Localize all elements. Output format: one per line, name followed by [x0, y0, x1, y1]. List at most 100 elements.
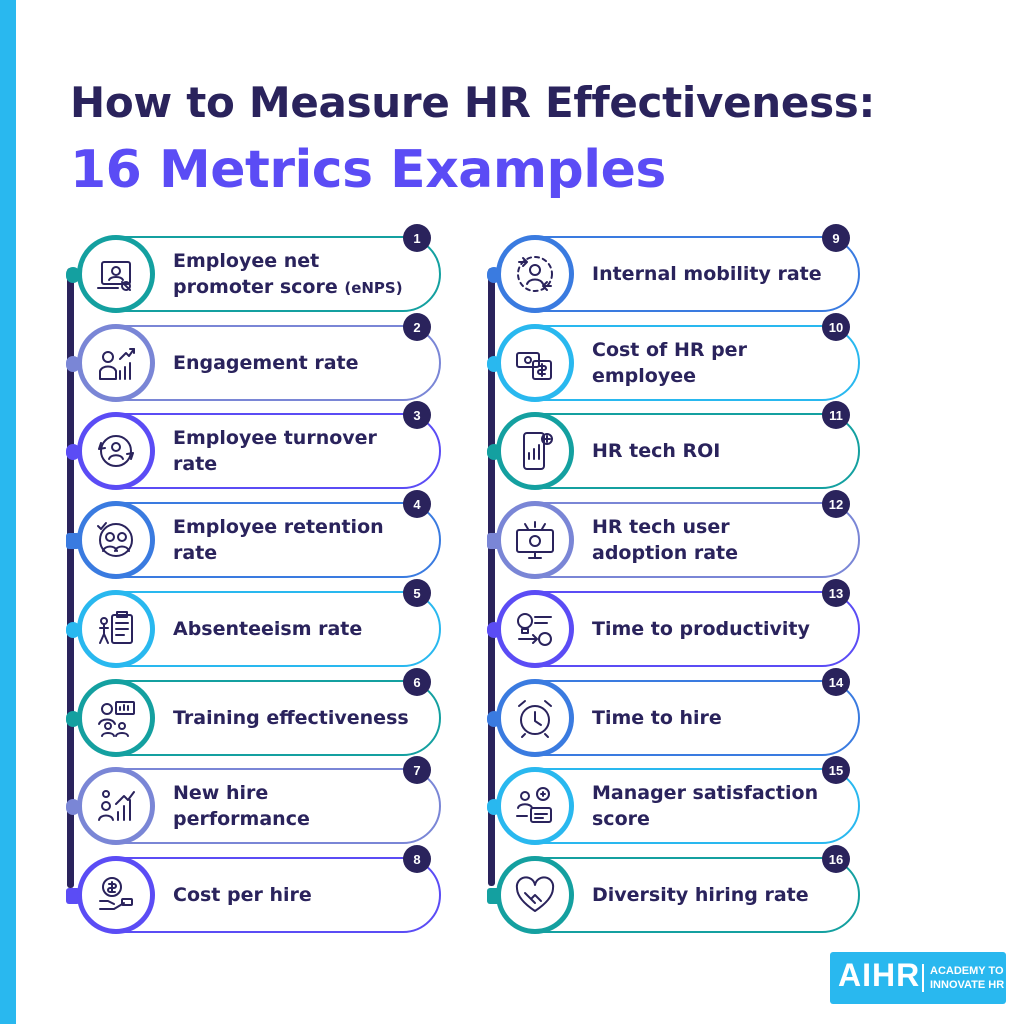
timeline-knob: [66, 444, 80, 460]
metric-number-badge: 2: [403, 313, 431, 341]
metric-card: Diversity hiring rate 16: [496, 845, 860, 934]
metric-card: Employee retention rate 4: [77, 490, 441, 579]
metric-label: Internal mobility rate: [592, 238, 828, 310]
metric-card: Training effectiveness 6: [77, 668, 441, 757]
metric-icon-circle: [77, 412, 155, 490]
metric-icon-circle: [496, 235, 574, 313]
metric-card: Cost of HR per employee 10: [496, 313, 860, 402]
metric-label-text: Time to productivity: [592, 618, 810, 640]
metric-card: Manager satisfaction score 15: [496, 756, 860, 845]
hr-cost-money-icon: [516, 352, 552, 380]
metric-icon-circle: [77, 856, 155, 934]
logo-tagline: ACADEMY TO INNOVATE HR: [930, 965, 1005, 991]
metric-icon-circle: [77, 235, 155, 313]
metric-card: Engagement rate 2: [77, 313, 441, 402]
metric-label-text: Training effectiveness: [173, 707, 409, 729]
metric-icon-circle: [496, 590, 574, 668]
metric-label: Absenteeism rate: [173, 593, 409, 665]
metric-icon-circle: [496, 856, 574, 934]
metric-label-text: Internal mobility rate: [592, 263, 822, 285]
turnover-cycle-icon: [98, 435, 134, 467]
metric-number-badge: 5: [403, 579, 431, 607]
mobility-arrows-icon: [517, 256, 553, 292]
metric-card: Internal mobility rate 9: [496, 224, 860, 313]
metric-icon-circle: [77, 501, 155, 579]
retention-team-icon: [97, 522, 133, 557]
logo-mark: AIHR: [838, 957, 921, 993]
metric-card: Cost per hire 8: [77, 845, 441, 934]
manager-feedback-icon: [516, 787, 552, 823]
metric-label: Manager satisfaction score: [592, 770, 828, 842]
metric-label-text: New hire performance: [173, 782, 310, 830]
metric-number-badge: 11: [822, 401, 850, 429]
metric-icon-circle: [77, 679, 155, 757]
timeline-knob: [66, 799, 80, 815]
metric-icon-circle: [496, 767, 574, 845]
metric-number-badge: 9: [822, 224, 850, 252]
metric-label-text: Manager satisfaction score: [592, 782, 819, 830]
metric-label-text: Time to hire: [592, 707, 722, 729]
metric-label: Employee net promoter score (eNPS): [173, 238, 409, 310]
metric-number-badge: 14: [822, 668, 850, 696]
timeline-knob: [66, 356, 80, 372]
metric-icon-circle: [496, 501, 574, 579]
productivity-lightbulb-icon: [517, 613, 552, 646]
accent-side-bar: [0, 0, 16, 1024]
metric-card: HR tech ROI 11: [496, 401, 860, 490]
metric-label: HR tech ROI: [592, 415, 828, 487]
metric-number-badge: 6: [403, 668, 431, 696]
timeline-line-right: [488, 268, 495, 886]
metric-card: Time to hire 14: [496, 668, 860, 757]
training-presentation-icon: [98, 701, 135, 737]
metric-card: Employee net promoter score (eNPS) 1: [77, 224, 441, 313]
metric-label: Diversity hiring rate: [592, 859, 828, 931]
absent-clipboard-icon: [99, 611, 133, 644]
metric-card: Absenteeism rate 5: [77, 579, 441, 668]
metric-label-text: Employee turnover rate: [173, 427, 377, 475]
metric-label: Cost of HR per employee: [592, 327, 828, 399]
metric-label-text: Diversity hiring rate: [592, 884, 809, 906]
metric-icon-circle: [77, 767, 155, 845]
metric-label-text: HR tech user adoption rate: [592, 516, 739, 564]
metric-label-suffix: (eNPS): [344, 278, 403, 297]
aihr-logo: AIHR ACADEMY TO INNOVATE HR: [830, 952, 1006, 1004]
metric-number-badge: 4: [403, 490, 431, 518]
engagement-growth-icon: [99, 348, 135, 380]
timeline-line-left: [67, 268, 74, 888]
metric-label: Engagement rate: [173, 327, 409, 399]
metric-label: Training effectiveness: [173, 682, 409, 754]
alarm-clock-icon: [518, 700, 552, 738]
timeline-knob: [66, 267, 80, 283]
metric-icon-circle: [77, 324, 155, 402]
survey-score-icon: [97, 261, 131, 291]
metric-number-badge: 3: [403, 401, 431, 429]
metric-number-badge: 10: [822, 313, 850, 341]
metric-label-text: Cost per hire: [173, 884, 312, 906]
timeline-knob: [66, 888, 80, 904]
metric-icon-circle: [496, 679, 574, 757]
metric-label-text: Absenteeism rate: [173, 618, 363, 640]
metric-label: Time to hire: [592, 682, 828, 754]
metric-number-badge: 12: [822, 490, 850, 518]
metric-number-badge: 15: [822, 756, 850, 784]
metric-icon-circle: [496, 412, 574, 490]
metric-label-text: Employee net promoter score: [173, 249, 338, 298]
metric-label: HR tech user adoption rate: [592, 504, 828, 576]
metric-card: Time to productivity 13: [496, 579, 860, 668]
timeline-knob: [66, 711, 80, 727]
metric-number-badge: 8: [403, 845, 431, 873]
metric-label-text: HR tech ROI: [592, 440, 721, 462]
tech-roi-phone-icon: [523, 432, 553, 470]
metric-label: Employee retention rate: [173, 504, 409, 576]
page-title: How to Measure HR Effectiveness:: [70, 78, 875, 127]
metric-label: New hire performance: [173, 770, 409, 842]
timeline-knob: [66, 533, 80, 549]
metric-label-text: Cost of HR per employee: [592, 339, 747, 387]
metric-card: New hire performance 7: [77, 756, 441, 845]
metric-label: Employee turnover rate: [173, 415, 409, 487]
metric-number-badge: 16: [822, 845, 850, 873]
metric-number-badge: 7: [403, 756, 431, 784]
hiring-cost-icon: [99, 877, 133, 910]
timeline-knob: [66, 622, 80, 638]
metric-number-badge: 13: [822, 579, 850, 607]
